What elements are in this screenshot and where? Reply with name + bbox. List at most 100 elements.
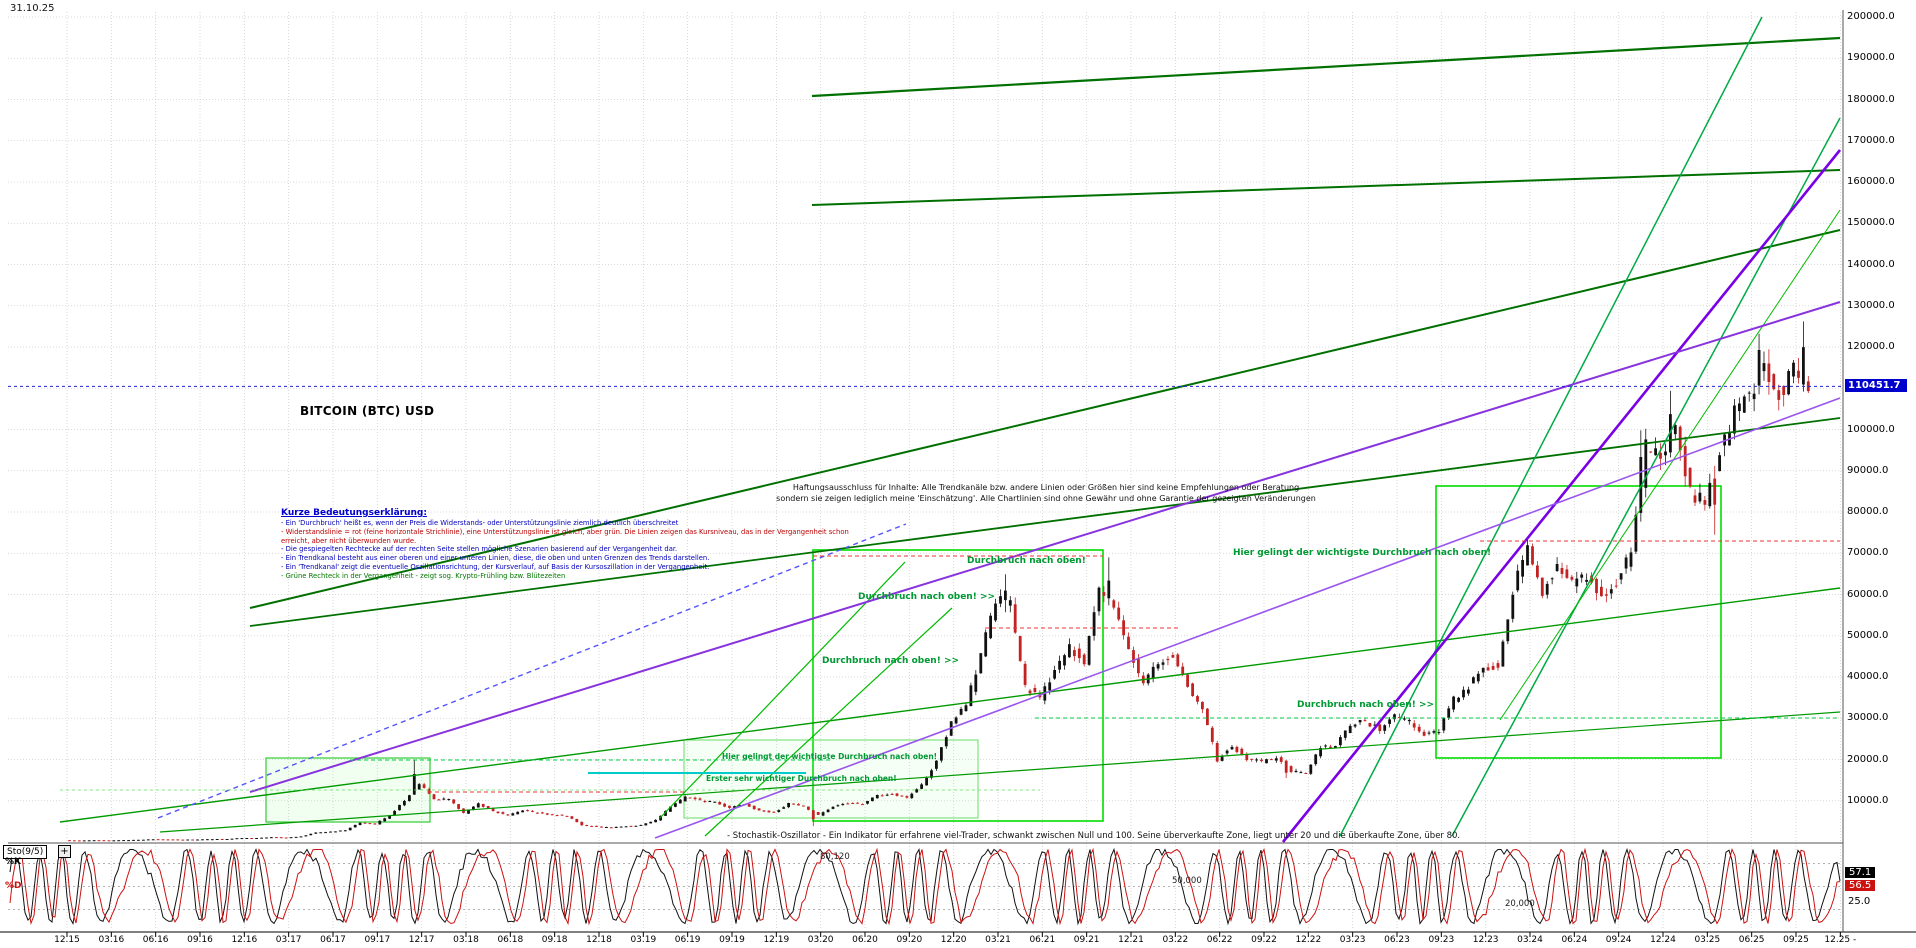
y-axis-label: 190000.0 [1847, 52, 1895, 64]
x-axis-label: 06.22 [1206, 935, 1233, 945]
y-axis-label: 90000.0 [1847, 464, 1889, 476]
grid-lines [8, 12, 1843, 930]
x-axis-label: 06.25 [1738, 935, 1765, 945]
oscillator-k-label: %K [5, 857, 21, 867]
y-axis-label: 160000.0 [1847, 176, 1895, 187]
trend-lines [59, 16, 1842, 843]
legend-lines: - Ein 'Durchbruch' heißt es, wenn der Pr… [281, 519, 871, 581]
x-axis-label: 09.19 [719, 935, 745, 945]
chart-annotation: Hier gelingt der wichtigste Durchbruch n… [722, 752, 938, 761]
date-label: 31.10.25 [10, 3, 55, 14]
x-axis-label: 12.24 [1650, 935, 1676, 945]
x-axis-label: 12.23 [1472, 935, 1499, 945]
x-axis-label: 12.25 - [1824, 935, 1857, 945]
x-axis-label: 06.18 [497, 935, 524, 945]
x-axis-label: 12.19 [763, 935, 790, 945]
x-axis-label: 12.20 [940, 935, 967, 945]
y-axis-label: 120000.0 [1847, 341, 1895, 352]
x-axis-label: 09.21 [1073, 935, 1100, 945]
chart-annotation: Durchbruch nach oben! >> [822, 656, 960, 666]
x-axis-label: 03.19 [630, 935, 657, 945]
y-axis-label: 30000.0 [1847, 712, 1889, 724]
x-axis-label: 09.25 [1783, 935, 1809, 945]
y-axis-label: 60000.0 [1847, 588, 1889, 600]
y-axis-label: 180000.0 [1847, 93, 1895, 105]
oscillator-name[interactable]: Sto(9/5) [3, 845, 48, 859]
x-axis-label: 06.24 [1561, 935, 1588, 945]
y-axis-label: 80000.0 [1847, 506, 1889, 517]
x-axis-label: 03.20 [807, 935, 834, 945]
oscillator-level-label: 50,000 [1172, 875, 1202, 886]
y-axis-label: 20000.0 [1847, 753, 1889, 765]
x-axis-label: 06.16 [142, 935, 169, 945]
oscillator-low-value: 25.0 [1848, 896, 1871, 907]
oscillator-d-value: 56.5 [1845, 880, 1876, 891]
y-axis-label: 170000.0 [1847, 134, 1895, 146]
oscillator-settings-icon[interactable]: + [58, 845, 71, 858]
x-axis-label: 12.16 [231, 935, 258, 945]
x-axis-label: 12.18 [586, 935, 612, 945]
x-axis-label: 03.23 [1339, 935, 1366, 945]
legend-block: Kurze Bedeutungserklärung: - Ein 'Durchb… [281, 508, 871, 581]
x-axis-label: 06.20 [852, 935, 878, 945]
y-axis-label: 40000.0 [1847, 671, 1889, 682]
x-axis-label: 12.21 [1118, 935, 1144, 945]
x-axis-label: 09.24 [1605, 935, 1632, 945]
x-axis-label: 12.17 [408, 935, 435, 945]
y-axis-label: 140000.0 [1847, 258, 1895, 270]
x-axis-label: 12.15 [54, 935, 80, 945]
oscillator-d-label: %D [5, 881, 22, 891]
oscillator-level-label: 80,120 [820, 852, 850, 863]
chart-annotation: Durchbruch nach oben! [967, 556, 1086, 566]
x-axis-label: 03.22 [1162, 935, 1189, 945]
x-axis-label: 09.22 [1251, 935, 1277, 945]
x-axis-label: 09.23 [1428, 935, 1455, 945]
legend-line: - Die gespiegelten Rechtecke auf der rec… [281, 545, 678, 554]
y-axis-label: 200000.0 [1847, 11, 1895, 22]
x-axis-label: 06.23 [1384, 935, 1410, 945]
legend-line: - Widerstandslinie = rot (feine horizont… [281, 527, 849, 545]
chart-annotation: Durchbruch nach oben! >> [858, 592, 996, 602]
x-axis-label: 06.17 [320, 935, 346, 945]
y-axis-label: 50000.0 [1847, 629, 1889, 641]
x-axis-label: 03.18 [453, 935, 479, 945]
x-axis-label: 03.16 [98, 935, 125, 945]
candlestick-series [68, 321, 1810, 842]
y-axis-label: 100000.0 [1847, 423, 1895, 435]
stochastic-oscillator-plot [8, 847, 1843, 926]
legend-line: - Grüne Rechteck in der Vergangenheit - … [281, 571, 566, 580]
legend-line: - Ein Trendkanal besteht aus einer obere… [281, 554, 710, 563]
oscillator-description: - Stochastik-Oszillator - Ein Indikator … [727, 831, 1461, 841]
last-price-marker: 110451.7 [1845, 379, 1907, 393]
x-axis-label: 03.24 [1517, 935, 1543, 945]
legend-line: - Ein 'Durchbruch' heißt es, wenn der Pr… [281, 519, 679, 527]
chart-annotation: Durchbruch nach oben! >> [1297, 700, 1435, 710]
x-axis-label: 03.25 [1694, 935, 1721, 945]
chart-title: BITCOIN (BTC) USD [300, 404, 435, 418]
x-axis-label: 03.21 [985, 935, 1011, 945]
y-axis-label: 130000.0 [1847, 299, 1895, 311]
disclaimer: Haftungsausschluss für Inhalte: Alle Tre… [716, 483, 1376, 505]
x-axis-label: 09.20 [896, 935, 923, 945]
oscillator-level-label: 20,000 [1505, 898, 1535, 909]
y-axis-label: 70000.0 [1847, 547, 1889, 559]
disclaimer-line-2: sondern sie zeigen lediglich meine 'Eins… [776, 493, 1316, 503]
x-axis-label: 09.16 [187, 935, 213, 945]
y-axis-label: 10000.0 [1847, 794, 1889, 806]
x-axis-label: 06.21 [1029, 935, 1056, 945]
y-axis-label: 150000.0 [1847, 217, 1895, 229]
oscillator-k-value: 57.1 [1845, 867, 1876, 878]
disclaimer-line-1: Haftungsausschluss für Inhalte: Alle Tre… [792, 483, 1300, 492]
chart-annotation: Erster sehr wichtiger Durchbruch nach ob… [706, 774, 897, 783]
x-axis-label: 12.22 [1295, 935, 1322, 945]
x-axis-label: 06.19 [674, 935, 701, 945]
x-axis-label: 09.18 [541, 935, 568, 945]
legend-line: - Ein 'Trendkanal' zeigt die eventuelle … [281, 563, 710, 572]
axis-frame [0, 10, 1916, 937]
legend-heading: Kurze Bedeutungserklärung: [281, 508, 427, 518]
x-axis-label: 03.17 [275, 935, 302, 945]
x-axis-label: 09.17 [364, 935, 391, 945]
chart-annotation: Hier gelingt der wichtigste Durchbruch n… [1233, 548, 1492, 558]
